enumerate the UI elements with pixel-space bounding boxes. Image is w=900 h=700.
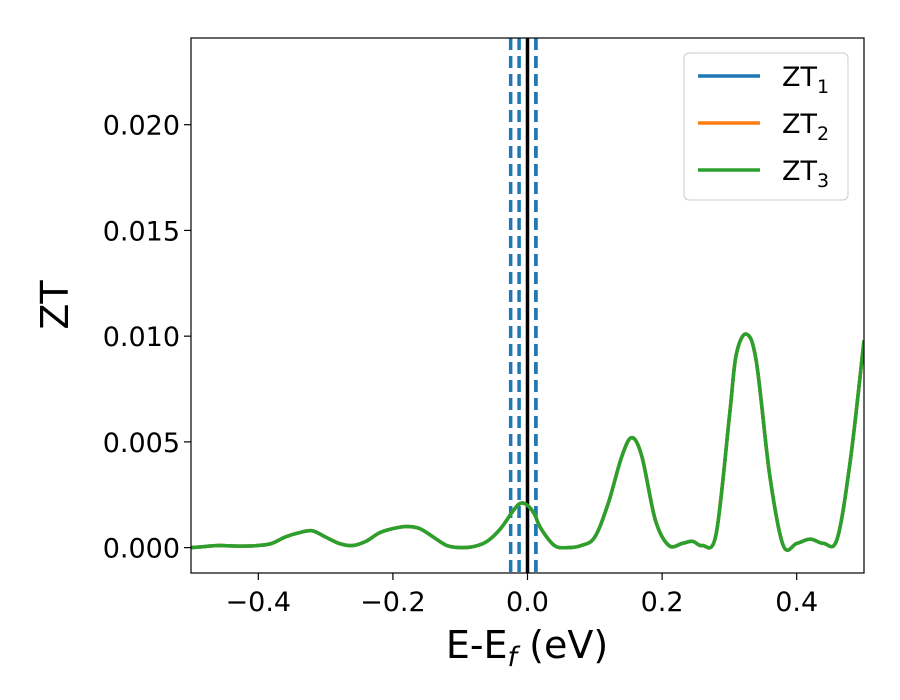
x-tick-label: −0.4 (226, 587, 292, 618)
x-tick-label: −0.2 (360, 587, 426, 618)
y-tick-label: 0.005 (103, 428, 180, 459)
legend-label-zt2: ZT2 (782, 109, 829, 145)
y-axis: 0.000 0.005 0.010 0.015 0.020 (103, 111, 191, 565)
vertical-markers (508, 38, 538, 573)
legend-label-zt1: ZT1 (782, 62, 829, 98)
x-axis-title: E-Ef (eV) (446, 623, 608, 673)
x-axis: −0.4 −0.2 0.0 0.2 0.4 (226, 573, 818, 618)
series-lines (191, 332, 864, 552)
x-tick-label: 0.2 (641, 587, 684, 618)
x-tick-label: 0.0 (506, 587, 549, 618)
x-axis-title-unit: (eV) (517, 623, 608, 667)
legend-box (683, 52, 849, 201)
series-line-zt3 (191, 332, 864, 552)
y-tick-label: 0.020 (103, 111, 180, 142)
y-tick-label: 0.010 (103, 322, 180, 353)
x-tick-label: 0.4 (775, 587, 818, 618)
y-tick-label: 0.000 (103, 534, 180, 565)
legend-label-zt3: ZT3 (782, 156, 829, 192)
y-tick-label: 0.015 (103, 216, 180, 247)
legend: ZT1 ZT2 ZT3 (683, 52, 849, 201)
y-axis-title: ZT (33, 280, 77, 330)
